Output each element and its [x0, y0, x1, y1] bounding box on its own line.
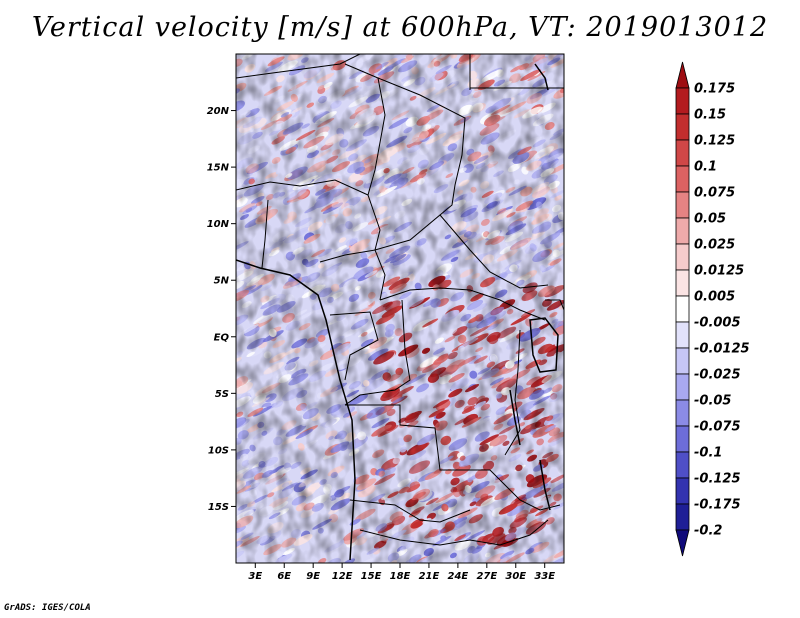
map-title: Vertical velocity [m/s] at 600hPa, VT: 2… [31, 12, 769, 43]
colorbar-segment [675, 113, 690, 141]
colorbar-segment [675, 165, 690, 193]
colorbar-label: -0.125 [694, 472, 741, 487]
border-angola-zambia [349, 499, 471, 523]
lon-label: 15E [361, 571, 382, 582]
colorbar-segment [675, 373, 690, 401]
colorbar-label: 0.05 [694, 212, 726, 227]
colorbar-segment [675, 451, 690, 479]
colorbar-label: -0.2 [694, 524, 722, 539]
lon-label: 21E [419, 571, 440, 582]
colorbar-label: -0.075 [694, 420, 741, 435]
border-namibia-botswana [359, 519, 549, 546]
lon-label: 3E [248, 571, 262, 582]
border-gabon-congo [329, 311, 379, 381]
colorbar-segment [675, 295, 690, 323]
colorbar-label: 0.1 [694, 160, 717, 175]
lat-label: 20N [207, 106, 230, 117]
border-chad-libya-sudan [377, 77, 466, 216]
lat-label: 15N [207, 163, 230, 174]
velocity-field [236, 54, 564, 563]
colorbar-label: -0.0125 [694, 342, 750, 357]
colorbar-label: 0.005 [694, 290, 735, 305]
lon-label: 33E [534, 571, 555, 582]
border-car-drc [379, 287, 546, 321]
colorbar-label: 0.15 [694, 108, 726, 123]
colorbar-segment [675, 321, 690, 349]
lon-label: 18E [390, 571, 411, 582]
border-car-chad-sudan [374, 214, 549, 289]
lat-label: 5N [214, 276, 230, 287]
lon-label: 30E [505, 571, 526, 582]
colorbar-segment [675, 399, 690, 427]
colorbar-segment [675, 87, 690, 115]
colorbar-segment [675, 347, 690, 375]
colorbar-segment [675, 529, 690, 557]
lat-label: 10N [207, 219, 230, 230]
colorbar-segment [675, 61, 690, 89]
lon-label: 6E [277, 571, 291, 582]
colorbar-segment [675, 269, 690, 297]
lon-label: 24E [448, 571, 469, 582]
lake-malawi [539, 459, 551, 511]
colorbar-segment [675, 477, 690, 505]
border-uganda [545, 299, 564, 311]
colorbar-label: 0.125 [694, 134, 735, 149]
lat-label: 10S [208, 445, 229, 456]
colorbar-label: 0.0125 [694, 264, 744, 279]
colorbar-label: -0.05 [694, 394, 731, 409]
lon-label: 9E [306, 571, 320, 582]
border-benin-nigeria [261, 199, 269, 269]
colorbar-label: -0.175 [694, 498, 741, 513]
coastline-west [236, 259, 356, 561]
colorbar-segment [675, 503, 690, 531]
colorbar-segment [675, 243, 690, 271]
colorbar-label: -0.025 [694, 368, 741, 383]
lat-label: 5S [215, 389, 229, 400]
colorbar-label: -0.1 [694, 446, 722, 461]
border-angola-drc [345, 404, 501, 481]
lake-victoria [529, 317, 559, 373]
colorbar-label: -0.005 [694, 316, 741, 331]
lake-tanganyika [509, 389, 521, 446]
credit-text: GrADS: IGES/COLA [4, 603, 91, 613]
border-drc-east [504, 329, 521, 456]
lat-label: 15S [208, 502, 229, 513]
colorbar-segment [675, 139, 690, 167]
lon-label: 27E [476, 571, 497, 582]
colorbar: 0.175 0.15 0.125 0.1 0.075 0.05 0.025 0.0125 0.0… [675, 61, 750, 557]
lon-label: 12E [332, 571, 353, 582]
colorbar-label: 0.075 [694, 186, 735, 201]
border-algeria-niger [236, 54, 361, 79]
lat-label: EQ [214, 332, 230, 343]
colorbar-segment [675, 191, 690, 219]
colorbar-segment [675, 425, 690, 453]
colorbar-label: 0.025 [694, 238, 735, 253]
colorbar-label: 0.175 [694, 82, 735, 97]
border-congo-drc [344, 299, 411, 406]
country-borders [236, 54, 564, 561]
border-niger-chad [344, 63, 386, 251]
colorbar-segment [675, 217, 690, 245]
border-niger-nigeria [236, 179, 369, 196]
red-sea-coast [534, 63, 549, 91]
